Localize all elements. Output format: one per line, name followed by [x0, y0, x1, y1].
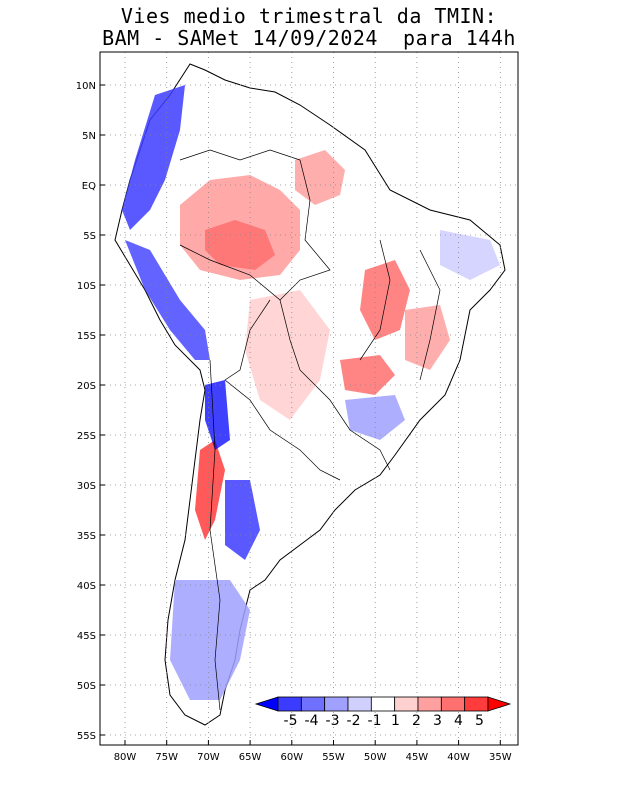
lon-tick-label: 70W	[197, 752, 220, 763]
warm-bias-southeast	[340, 355, 395, 395]
colorbar-label: -4	[305, 713, 319, 729]
colorbar-label: -3	[326, 713, 340, 729]
map-title-line1: Vies medio trimestral da TMIN:	[120, 4, 498, 28]
colorbar-segment	[277, 696, 302, 712]
lat-tick-label: 55S	[77, 731, 96, 742]
lon-tick-label: 60W	[280, 752, 303, 763]
colorbar-segment	[300, 696, 326, 712]
warm-bias-amazon-core	[205, 220, 275, 270]
lat-tick-label: 40S	[77, 581, 96, 592]
longitude-axis: 80W 75W 70W 65W 60W 55W 50W 45W 40W 35W	[114, 740, 512, 763]
warm-bias-andes-central	[195, 440, 225, 540]
country-borders	[179, 149, 441, 711]
colorbar-segment	[370, 696, 396, 712]
lat-tick-label: 5S	[83, 231, 96, 242]
colorbar: -5 -4 -3 -2 -1 1 2 3 4 5	[254, 696, 512, 729]
colorbar-label: 2	[412, 713, 421, 729]
lon-tick-label: 80W	[114, 752, 137, 763]
colorbar-label: 5	[475, 713, 484, 729]
cool-bias-patagonia	[170, 580, 250, 700]
cool-bias-peru-coast	[125, 240, 210, 360]
lat-tick-label: 20S	[77, 381, 96, 392]
colorbar-high-arrow	[487, 696, 512, 712]
lat-tick-label: 50S	[77, 681, 96, 692]
graticule	[100, 52, 518, 745]
warm-bias-central-brazil	[360, 260, 410, 340]
lon-tick-label: 45W	[406, 752, 429, 763]
lat-tick-label: 30S	[77, 481, 96, 492]
map-frame	[99, 51, 519, 746]
colorbar-segment	[324, 696, 349, 712]
lon-tick-label: 55W	[322, 752, 345, 763]
colorbar-label: 1	[391, 713, 400, 729]
lat-tick-label: 45S	[77, 631, 96, 642]
cool-bias-argentina	[225, 480, 260, 560]
lon-tick-label: 75W	[155, 752, 178, 763]
lat-tick-label: 5N	[82, 131, 96, 142]
lat-tick-label: 10N	[76, 81, 96, 92]
colorbar-segment	[394, 696, 419, 712]
warm-bias-chaco	[245, 290, 330, 420]
lat-tick-label: EQ	[82, 181, 96, 192]
colorbar-label: 4	[454, 713, 463, 729]
lat-tick-label: 15S	[77, 331, 96, 342]
lat-tick-label: 35S	[77, 531, 96, 542]
colorbar-label: -1	[368, 713, 382, 729]
cool-bias-northeast	[440, 230, 500, 280]
lon-tick-label: 40W	[447, 752, 470, 763]
map-title-line2: BAM - SAMet 14/09/2024 para 144h	[102, 26, 516, 50]
colorbar-label: -5	[284, 713, 298, 729]
warm-bias-east	[405, 305, 450, 370]
latitude-axis: 10N 5N EQ 5S 10S 15S 20S 25S 30S 35S 40S 45S 50S 55S	[76, 81, 105, 742]
colorbar-segment	[464, 696, 489, 712]
colorbar-segment	[440, 696, 466, 712]
cool-bias-north-andes	[122, 85, 185, 230]
colorbar-label: -2	[347, 713, 361, 729]
lon-tick-label: 35W	[489, 752, 512, 763]
colorbar-segment	[417, 696, 442, 712]
colorbar-label: 3	[433, 713, 442, 729]
lon-tick-label: 50W	[364, 752, 387, 763]
lat-tick-label: 10S	[77, 281, 96, 292]
lat-tick-label: 25S	[77, 431, 96, 442]
colorbar-segment	[347, 696, 372, 712]
cool-bias-chile-north	[205, 380, 230, 450]
lon-tick-label: 65W	[239, 752, 262, 763]
